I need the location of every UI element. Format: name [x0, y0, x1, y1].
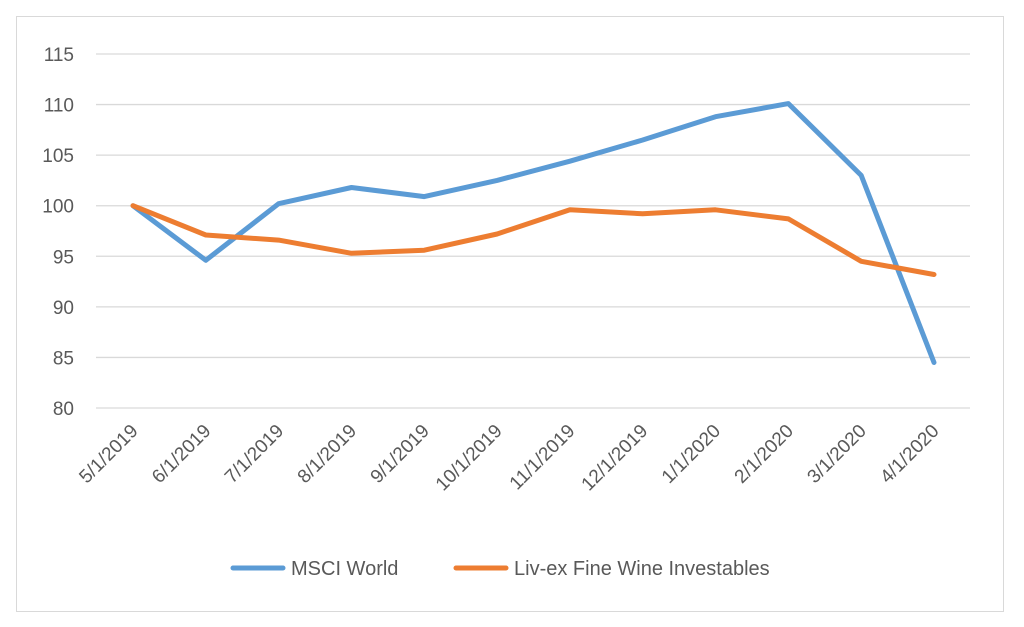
series-lines — [130, 101, 937, 365]
y-tick-label: 90 — [53, 298, 74, 319]
x-tick-label: 7/1/2019 — [221, 421, 288, 488]
x-tick-label: 4/1/2020 — [876, 421, 943, 488]
x-tick-label: 12/1/2019 — [578, 421, 653, 496]
series-line-1 — [130, 101, 937, 365]
legend-label: MSCI World — [291, 558, 398, 580]
y-tick-label: 115 — [44, 45, 74, 66]
series-line-2 — [130, 203, 937, 277]
gridlines — [96, 53, 970, 409]
x-tick-label: 10/1/2019 — [432, 421, 507, 496]
y-axis-ticks: 80 85 90 95 100 105 110 115 — [42, 45, 74, 420]
chart-frame — [16, 16, 1004, 612]
y-tick-label: 100 — [42, 197, 74, 218]
x-axis-ticks: 5/1/2019 6/1/2019 7/1/2019 8/1/2019 9/1/2019… — [75, 421, 943, 496]
x-tick-label: 1/1/2020 — [658, 421, 725, 488]
legend: MSCI World Liv-ex Fine Wine Investables — [230, 558, 770, 580]
x-tick-label: 6/1/2019 — [148, 421, 215, 488]
y-tick-label: 80 — [53, 399, 74, 420]
y-tick-label: 85 — [53, 348, 74, 369]
y-tick-label: 110 — [44, 96, 74, 117]
x-tick-label: 2/1/2020 — [731, 421, 798, 488]
y-tick-label: 105 — [42, 146, 74, 167]
y-tick-label: 95 — [53, 247, 74, 268]
x-tick-label: 8/1/2019 — [294, 421, 361, 488]
x-tick-label: 5/1/2019 — [75, 421, 142, 488]
x-tick-label: 9/1/2019 — [367, 421, 434, 488]
legend-label: Liv-ex Fine Wine Investables — [514, 558, 770, 580]
x-tick-label: 3/1/2020 — [804, 421, 871, 488]
x-tick-label: 11/1/2019 — [506, 421, 580, 495]
